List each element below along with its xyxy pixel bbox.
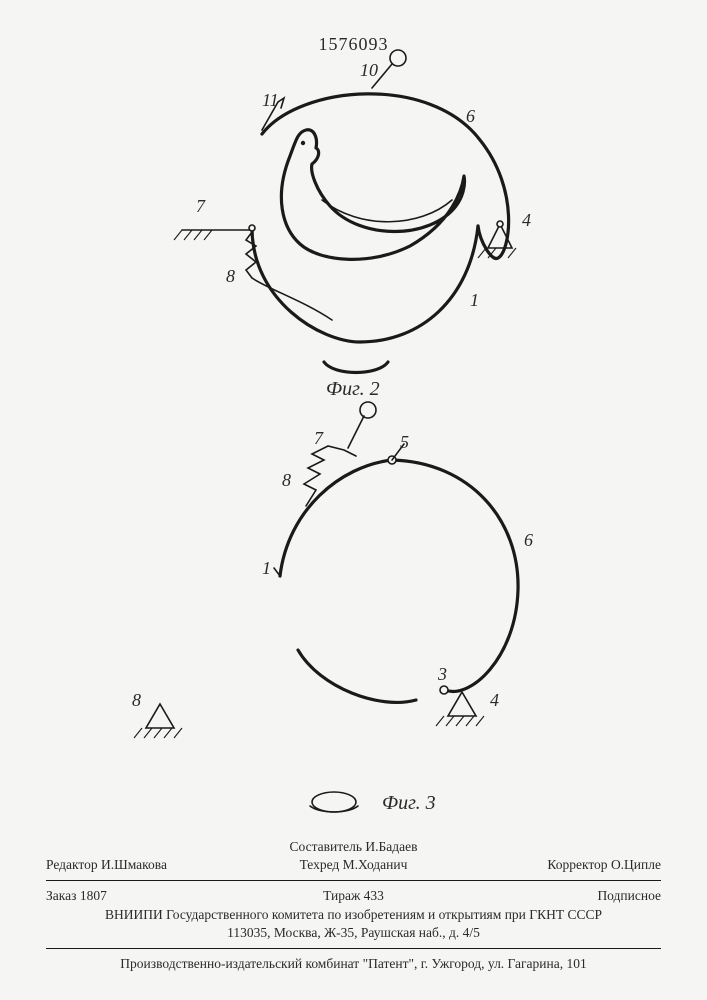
corrector-name: О.Ципле <box>611 857 661 872</box>
compiler-label: Составитель <box>289 839 362 854</box>
fig3-body-upper <box>280 460 392 576</box>
fig3-label-1: 1 <box>262 558 271 579</box>
techred-label: Техред <box>300 857 340 872</box>
fig3-caption: Фиг. 3 <box>382 792 436 815</box>
page: 1576093 <box>0 0 707 1000</box>
order-label: Заказ <box>46 888 76 903</box>
plant-line: Производственно-издательский комбинат "П… <box>46 955 661 973</box>
vniipi-line1: ВНИИПИ Государственного комитета по изоб… <box>46 906 661 924</box>
fig3-label-6: 6 <box>524 530 533 551</box>
footer: Составитель И.Бадаев Редактор И.Шмакова … <box>46 838 661 973</box>
credits-row-2: Редактор И.Шмакова Техред М.Ходанич Корр… <box>46 856 661 874</box>
fig3-body-lower <box>298 650 416 702</box>
fig3-label-8b: 8 <box>132 690 141 711</box>
podpisnoe: Подписное <box>456 887 661 905</box>
fig3-support-4 <box>436 692 484 726</box>
tirazh-label: Тираж <box>323 888 360 903</box>
fig3-label-4: 4 <box>490 690 499 711</box>
tirazh-value: 433 <box>364 888 384 903</box>
editor-name: И.Шмакова <box>101 857 167 872</box>
vniipi-line2: 113035, Москва, Ж-35, Раушская наб., д. … <box>46 924 661 942</box>
fig3-lever-7 <box>348 402 376 448</box>
fig3-label-7: 7 <box>314 428 323 449</box>
rule-2 <box>46 948 661 949</box>
fig3-label-3: 3 <box>438 664 447 685</box>
compiler-name: И.Бадаев <box>365 839 417 854</box>
techred-name: М.Ходанич <box>343 857 408 872</box>
fig3-label-8a: 8 <box>282 470 291 491</box>
corrector-label: Корректор <box>547 857 607 872</box>
fig3-spring-8 <box>304 446 356 506</box>
fig3-egg <box>310 792 358 812</box>
fig3-hinge-3 <box>440 686 448 694</box>
figure-3 <box>0 0 707 850</box>
order-number: 1807 <box>80 888 107 903</box>
order-row: Заказ 1807 Тираж 433 Подписное <box>46 887 661 905</box>
credits-row-1: Составитель И.Бадаев <box>46 838 661 856</box>
fig3-label-5: 5 <box>400 432 409 453</box>
fig3-support-left <box>134 704 182 738</box>
rule-1 <box>46 880 661 881</box>
fig3-cover-6 <box>392 460 518 691</box>
editor-label: Редактор <box>46 857 98 872</box>
